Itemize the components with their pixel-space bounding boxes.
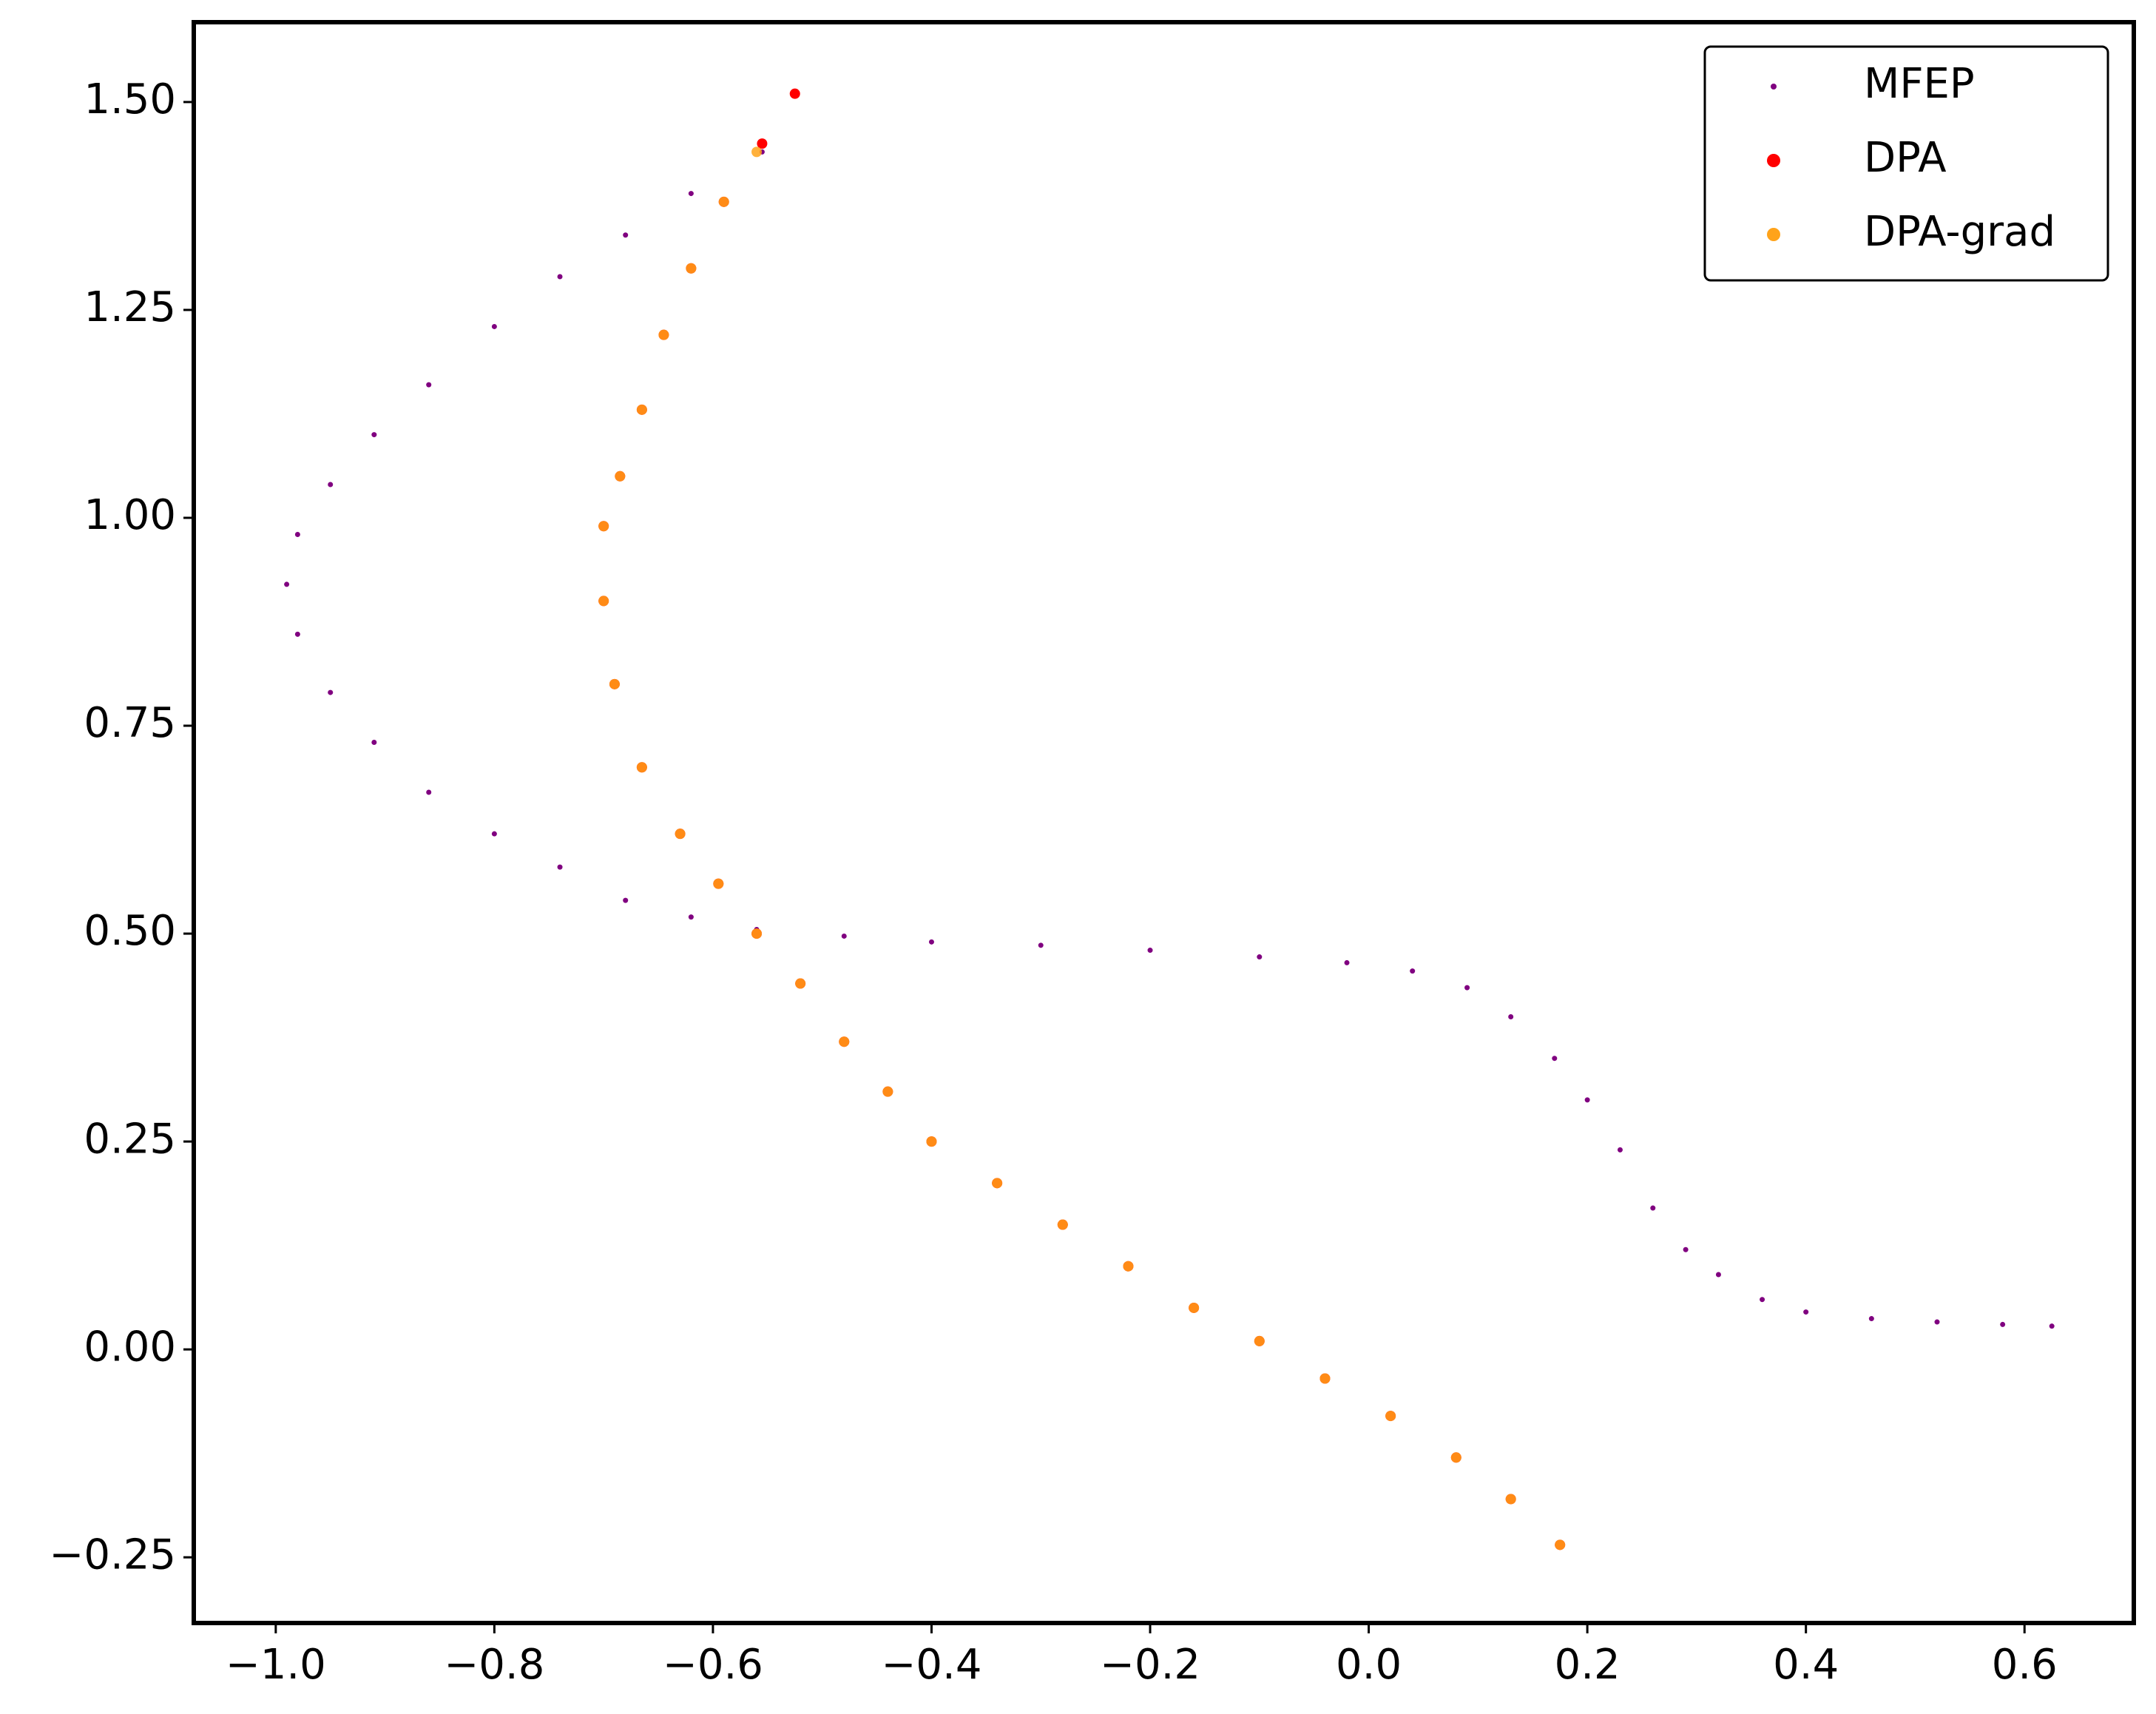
y-tick-label: 1.00 — [84, 491, 176, 539]
data-point — [1555, 1539, 1566, 1551]
data-point — [2049, 1323, 2055, 1329]
data-point — [371, 432, 377, 438]
y-tick-label: 0.00 — [84, 1323, 176, 1371]
data-point — [609, 678, 620, 689]
data-point — [371, 740, 377, 746]
data-point — [2000, 1321, 2006, 1327]
data-point — [1617, 1147, 1623, 1153]
data-point — [1410, 968, 1416, 974]
data-point — [789, 88, 800, 99]
data-point — [795, 978, 806, 989]
x-tick-label: 0.2 — [1555, 1641, 1621, 1689]
data-point — [598, 521, 609, 532]
x-tick-label: 0.6 — [1992, 1641, 2058, 1689]
data-point — [491, 323, 497, 329]
data-point — [1123, 1261, 1134, 1272]
legend-label: DPA — [1864, 134, 1947, 182]
data-point — [1760, 1297, 1765, 1303]
data-point — [1508, 1013, 1514, 1019]
data-point — [623, 897, 629, 903]
legend-marker — [1767, 154, 1780, 167]
data-point — [1650, 1205, 1656, 1211]
data-point — [675, 829, 686, 840]
data-point — [491, 831, 497, 837]
data-point — [1257, 954, 1263, 960]
legend-label: MFEP — [1864, 60, 1975, 108]
data-point — [751, 146, 763, 158]
data-point — [636, 404, 647, 415]
data-point — [328, 689, 334, 695]
data-point — [688, 191, 694, 197]
data-point — [713, 878, 724, 889]
data-point — [1584, 1097, 1590, 1103]
x-tick-label: 0.0 — [1336, 1641, 1402, 1689]
data-point — [686, 263, 697, 274]
data-point — [658, 329, 669, 340]
data-point — [1505, 1494, 1516, 1505]
data-point — [688, 914, 694, 920]
data-point — [1552, 1056, 1558, 1062]
data-point — [1038, 942, 1044, 948]
data-point — [926, 1136, 937, 1147]
data-point — [841, 933, 847, 939]
data-point — [328, 482, 334, 487]
data-point — [1715, 1272, 1721, 1278]
data-point — [623, 232, 629, 238]
y-tick-label: 0.75 — [84, 699, 176, 747]
x-tick-label: −0.8 — [444, 1641, 544, 1689]
x-tick-label: −0.2 — [1100, 1641, 1200, 1689]
data-point — [1450, 1452, 1461, 1463]
data-point — [636, 762, 647, 773]
plot-frame — [192, 20, 2136, 1625]
data-point — [1803, 1309, 1809, 1315]
data-point — [426, 382, 432, 388]
x-tick-label: −0.4 — [881, 1641, 981, 1689]
legend-label: DPA-grad — [1864, 208, 2055, 256]
data-point — [1057, 1219, 1068, 1230]
data-point — [992, 1178, 1003, 1189]
data-point — [1934, 1319, 1940, 1325]
x-tick-label: 0.4 — [1773, 1641, 1839, 1689]
data-point — [1385, 1411, 1396, 1422]
data-point — [426, 789, 432, 795]
legend: MFEP DPA DPA-grad — [1703, 45, 2109, 282]
data-point — [557, 274, 563, 280]
y-tick-label: −0.25 — [49, 1531, 176, 1579]
data-point — [1254, 1335, 1265, 1346]
data-point — [718, 196, 729, 207]
y-tick-label: 0.50 — [84, 907, 176, 955]
data-point — [751, 928, 763, 939]
data-point — [1189, 1302, 1200, 1313]
data-point — [284, 581, 290, 587]
legend-box — [1703, 45, 2109, 282]
legend-marker — [1771, 84, 1777, 90]
x-tick-label: −0.6 — [663, 1641, 763, 1689]
data-point — [839, 1036, 850, 1047]
y-tick-label: 1.50 — [84, 75, 176, 124]
legend-marker — [1767, 228, 1780, 241]
data-point — [882, 1086, 893, 1097]
data-point — [928, 939, 934, 945]
data-point — [294, 631, 300, 637]
y-tick-label: 0.25 — [84, 1115, 176, 1163]
data-point — [1344, 959, 1350, 965]
data-point — [1147, 948, 1153, 954]
data-point — [757, 138, 768, 149]
data-point — [557, 864, 563, 870]
data-point — [1319, 1373, 1331, 1384]
data-point — [1464, 985, 1470, 991]
data-point — [615, 470, 626, 482]
data-point — [294, 531, 300, 537]
x-tick-label: −1.0 — [226, 1641, 326, 1689]
data-point — [598, 595, 609, 607]
data-point — [1683, 1246, 1689, 1252]
data-point — [1868, 1316, 1874, 1322]
y-tick-label: 1.25 — [84, 283, 176, 331]
